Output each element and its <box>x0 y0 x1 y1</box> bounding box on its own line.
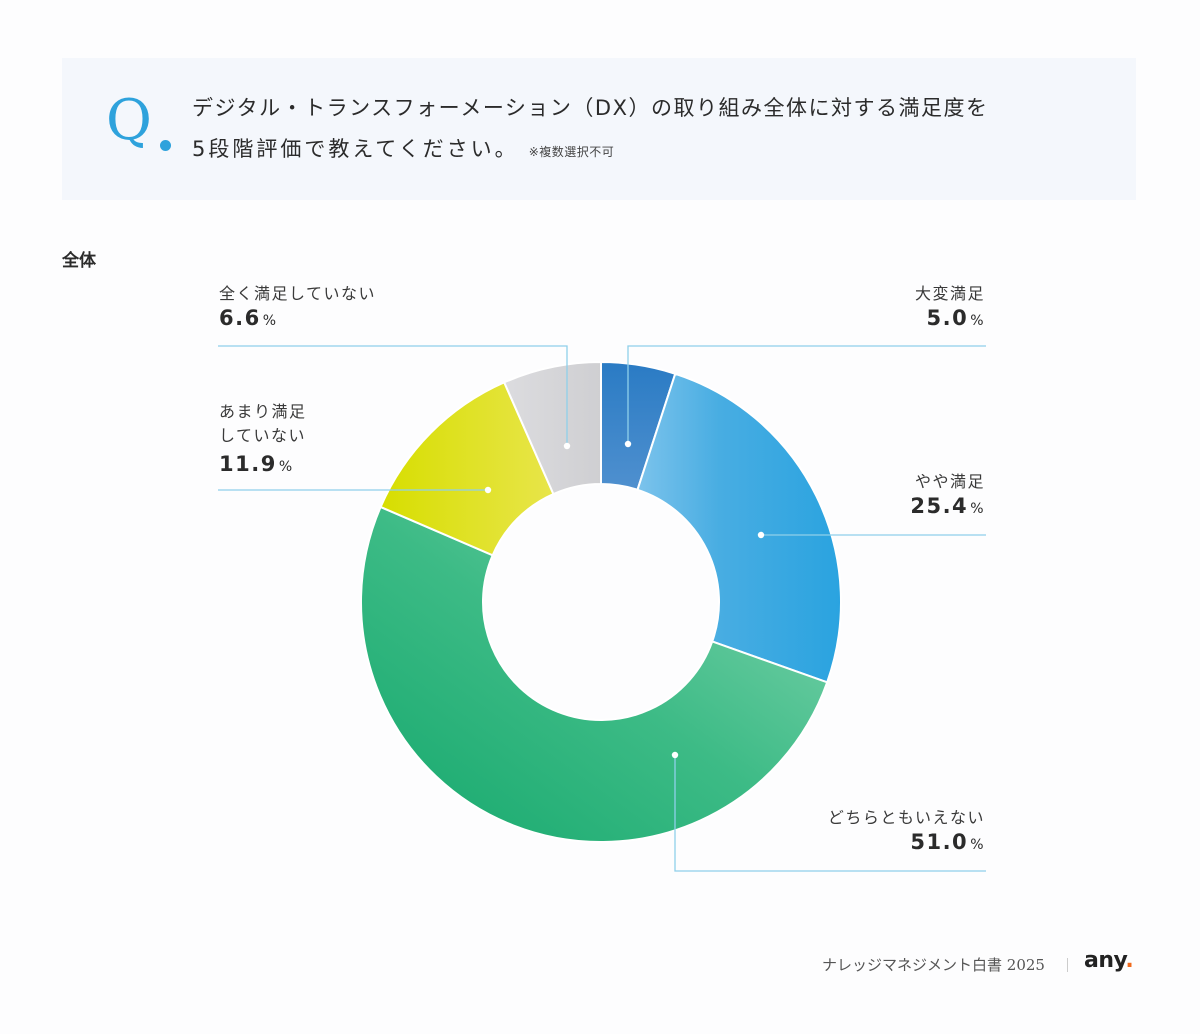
label-not-very-satisfied-value: 11.9% <box>219 452 294 476</box>
label-not-at-all: 全く満足していない 6.6% <box>219 282 376 333</box>
label-very-satisfied-name: 大変満足 <box>914 284 985 303</box>
label-not-very-satisfied-name2: していない <box>219 426 307 445</box>
label-not-very-satisfied-name1: あまり満足 <box>219 402 307 421</box>
label-not-at-all-name: 全く満足していない <box>219 284 377 303</box>
segment-not-at-all <box>502 360 602 496</box>
brand-logo: any. <box>1084 948 1134 973</box>
question-box <box>62 58 1136 200</box>
label-very-satisfied: 大変満足 5.0% <box>915 282 985 333</box>
question-text-line2: 5段階評価で教えてください。 ※複数選択不可 <box>192 133 614 163</box>
label-neutral: どちらともいえない 51.0% <box>828 806 985 857</box>
question-note: ※複数選択不可 <box>528 145 615 159</box>
leader-neutral <box>674 755 986 872</box>
label-somewhat-satisfied-value: 25.4% <box>910 494 985 518</box>
label-neutral-value: 51.0% <box>910 830 985 854</box>
leader-not-at-all <box>218 345 568 446</box>
label-not-very-satisfied: あまり満足 していない 11.9% <box>219 400 307 479</box>
label-somewhat-satisfied: やや満足 25.4% <box>910 470 985 521</box>
section-label: 全体 <box>62 251 96 271</box>
leader-very-satisfied <box>627 345 986 444</box>
segment-neutral <box>360 505 829 843</box>
question-text-line2-main: 5段階評価で教えてください。 <box>192 137 519 161</box>
footer-divider <box>1067 958 1068 972</box>
publication-title: ナレッジマネジメント白書 2025 <box>822 956 1045 974</box>
label-neutral-name: どちらともいえない <box>827 808 985 827</box>
question-mark-dot <box>160 140 171 151</box>
label-somewhat-satisfied-name: やや満足 <box>914 472 985 491</box>
label-very-satisfied-value: 5.0% <box>926 306 985 330</box>
label-not-at-all-value: 6.6% <box>219 306 278 330</box>
segment-somewhat-satisfied <box>636 372 842 684</box>
question-mark-letter: Q <box>106 88 152 153</box>
question-text-line1: デジタル・トランスフォーメーション（DX）の取り組み全体に対する満足度を <box>192 96 989 120</box>
